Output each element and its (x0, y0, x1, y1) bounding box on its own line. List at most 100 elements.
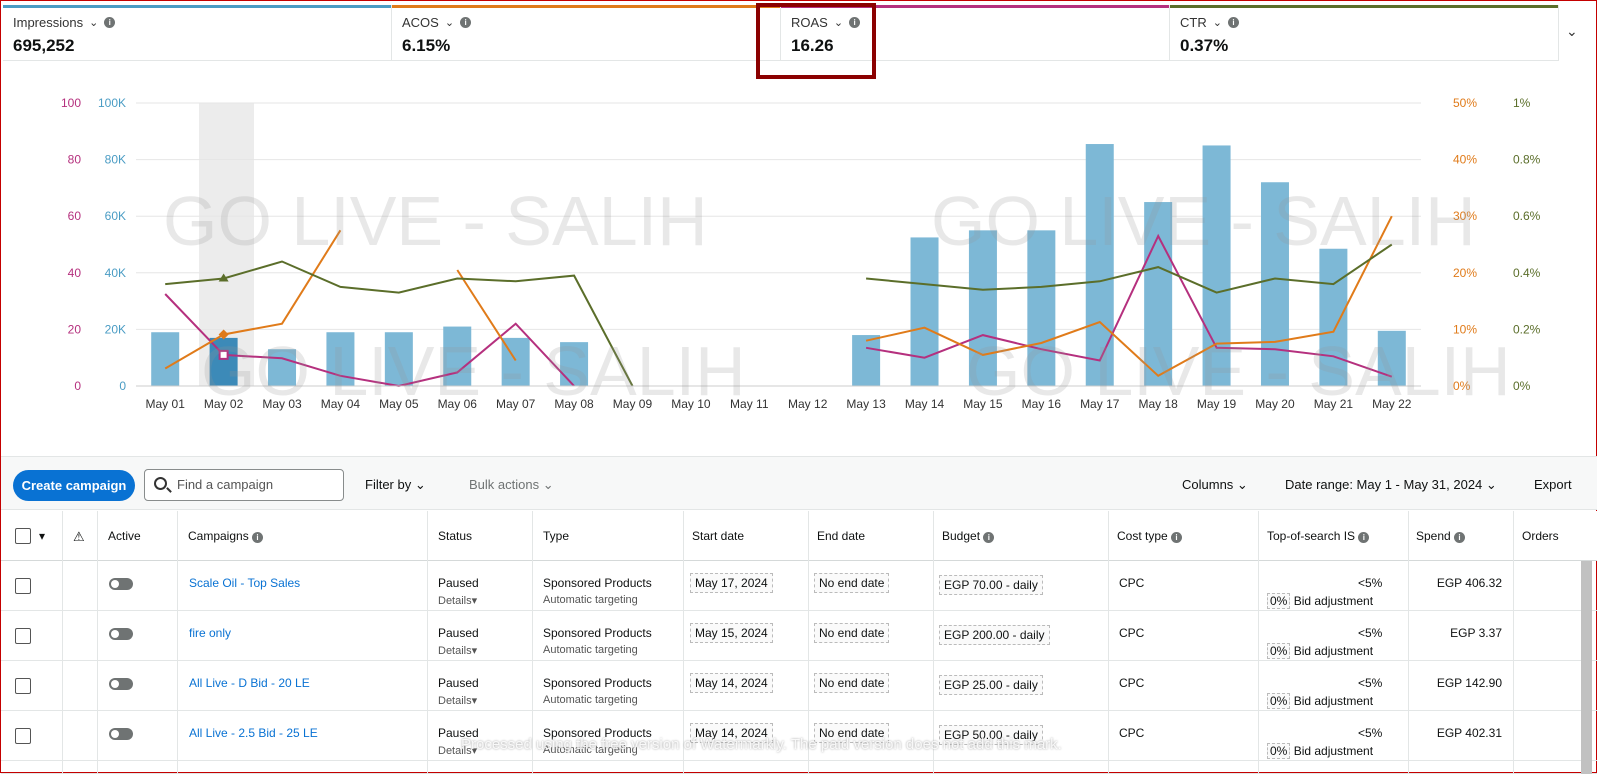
metric-impressions[interactable]: Impressions ⌄ i 695,252 (3, 5, 392, 61)
budget-field[interactable]: EGP 25.00 - daily (939, 675, 1043, 695)
row-checkbox[interactable] (15, 728, 31, 744)
start-date-field[interactable]: May 17, 2024 (690, 573, 773, 593)
end-date-field[interactable]: No end date (814, 573, 890, 593)
metric-label: ROAS (791, 15, 828, 30)
end-date-field[interactable]: No end date (814, 623, 890, 643)
axis-tick-label: 0.8% (1513, 153, 1541, 167)
chevron-down-icon[interactable]: ⌄ (833, 17, 844, 29)
budget-field[interactable]: EGP 200.00 - daily (939, 625, 1050, 645)
axis-tick-label: 10% (1453, 322, 1477, 336)
header-top-of-search[interactable]: Top-of-search IS i (1267, 529, 1370, 543)
details-link[interactable]: Details▾ (438, 745, 478, 757)
type-text: Sponsored Products (543, 626, 652, 640)
create-campaign-button[interactable]: Create campaign (13, 470, 135, 501)
bid-adjustment[interactable]: 0% Bid adjustment (1267, 693, 1373, 709)
table-row: fire only Paused Details▾ Sponsored Product… (1, 611, 1597, 661)
end-date-field[interactable]: No end date (814, 673, 890, 693)
end-date-field[interactable]: No end date (814, 723, 890, 743)
x-tick-label: May 15 (963, 397, 1003, 411)
header-status[interactable]: Status (438, 529, 473, 543)
details-link[interactable]: Details▾ (438, 595, 478, 607)
scrollbar[interactable] (1581, 561, 1592, 774)
columns-dropdown[interactable]: Columns ⌄ (1182, 477, 1248, 493)
cost-type-text: CPC (1119, 726, 1145, 740)
budget-field[interactable]: EGP 50.00 - daily (939, 725, 1043, 745)
info-icon[interactable]: i (1227, 17, 1239, 28)
columns-label: Columns (1182, 477, 1234, 492)
row-checkbox[interactable] (15, 678, 31, 694)
active-toggle[interactable] (109, 728, 133, 740)
active-toggle[interactable] (109, 628, 133, 640)
info-icon[interactable]: i (460, 17, 472, 28)
header-cost-type[interactable]: Cost type i (1117, 529, 1183, 543)
row-checkbox[interactable] (15, 578, 31, 594)
status-text: Paused (438, 576, 479, 590)
header-type[interactable]: Type (543, 529, 570, 543)
bid-adjustment[interactable]: 0% Bid adjustment (1267, 593, 1373, 609)
start-date-field[interactable]: May 14, 2024 (690, 723, 773, 743)
axis-tick-label: 0 (74, 379, 81, 393)
active-toggle[interactable] (109, 578, 133, 590)
top-of-search-text: <5% (1358, 626, 1383, 640)
details-link[interactable]: Details▾ (438, 695, 478, 707)
axis-tick-label: 0 (119, 379, 126, 393)
info-icon[interactable]: i (849, 17, 861, 28)
header-label: Top-of-search IS (1267, 529, 1356, 543)
metric-roas[interactable]: ROAS ⌄ i 16.26 (781, 5, 1170, 61)
campaign-link[interactable]: All Live - 2.5 Bid - 25 LE (189, 726, 318, 740)
bid-adjustment[interactable]: 0% Bid adjustment (1267, 743, 1373, 759)
chevron-down-icon[interactable]: ⌄ (444, 17, 455, 29)
x-tick-label: May 05 (379, 397, 419, 411)
campaign-link[interactable]: fire only (189, 626, 232, 640)
impressions-bar (1144, 202, 1173, 386)
campaign-link[interactable]: Scale Oil - Top Sales (189, 576, 301, 590)
column-divider (1108, 511, 1109, 774)
metric-acos[interactable]: ACOS ⌄ i 6.15% (392, 5, 781, 61)
header-orders[interactable]: Orders (1522, 529, 1559, 543)
date-range-dropdown[interactable]: Date range: May 1 - May 31, 2024 ⌄ (1285, 477, 1497, 493)
series-line-roas (164, 233, 1393, 388)
chevron-down-icon[interactable]: ⌄ (89, 17, 99, 29)
chevron-down-icon: ⌄ (1485, 477, 1497, 492)
metric-color-bar (3, 5, 391, 8)
row-checkbox[interactable] (15, 628, 31, 644)
chevron-down-icon[interactable]: ⌄ (1566, 23, 1578, 39)
axis-tick-label: 0% (1513, 379, 1531, 393)
start-date-field[interactable]: May 15, 2024 (690, 623, 773, 643)
select-all-checkbox[interactable] (15, 528, 31, 544)
metric-ctr[interactable]: CTR ⌄ i 0.37% (1170, 5, 1559, 61)
type-text: Sponsored Products (543, 676, 652, 690)
x-tick-label: May 11 (730, 397, 769, 411)
budget-field[interactable]: EGP 70.00 - daily (939, 575, 1043, 595)
filter-by-dropdown[interactable]: Filter by ⌄ (365, 477, 426, 493)
export-button[interactable]: Export (1534, 477, 1572, 492)
column-divider (1513, 511, 1514, 774)
header-label: Orders (1522, 529, 1559, 543)
header-end-date[interactable]: End date (817, 529, 866, 543)
bulk-actions-dropdown[interactable]: Bulk actions ⌄ (469, 477, 554, 493)
start-date-field[interactable]: May 14, 2024 (690, 673, 773, 693)
x-tick-label: May 10 (671, 397, 711, 411)
header-start-date[interactable]: Start date (692, 529, 745, 543)
header-campaigns[interactable]: Campaigns i (188, 529, 264, 543)
search-input[interactable]: Find a campaign (144, 469, 344, 501)
chevron-down-icon[interactable]: ▾ (39, 529, 46, 543)
bid-percent: 0% (1267, 693, 1291, 709)
column-divider (1258, 511, 1259, 774)
x-tick-label: May 16 (1022, 397, 1062, 411)
active-toggle[interactable] (109, 678, 133, 690)
info-icon[interactable]: i (104, 17, 116, 28)
header-budget[interactable]: Budget i (942, 529, 995, 543)
campaign-link[interactable]: All Live - D Bid - 20 LE (189, 676, 310, 690)
chevron-down-icon[interactable]: ⌄ (1212, 17, 1222, 29)
header-label: Spend (1416, 529, 1451, 543)
roas-marker (218, 349, 229, 360)
table-row: All Live - 2.5 Bid - 25 LE Paused Details▾… (1, 711, 1597, 761)
table-header: ▾ ⚠ Active Campaigns i Status Type Start… (1, 511, 1597, 561)
bid-adjustment[interactable]: 0% Bid adjustment (1267, 643, 1373, 659)
header-spend[interactable]: Spend i (1416, 529, 1466, 543)
metric-value: 6.15% (402, 36, 451, 55)
x-tick-label: May 19 (1197, 397, 1237, 411)
x-tick-label: May 09 (613, 397, 653, 411)
details-link[interactable]: Details▾ (438, 645, 478, 657)
